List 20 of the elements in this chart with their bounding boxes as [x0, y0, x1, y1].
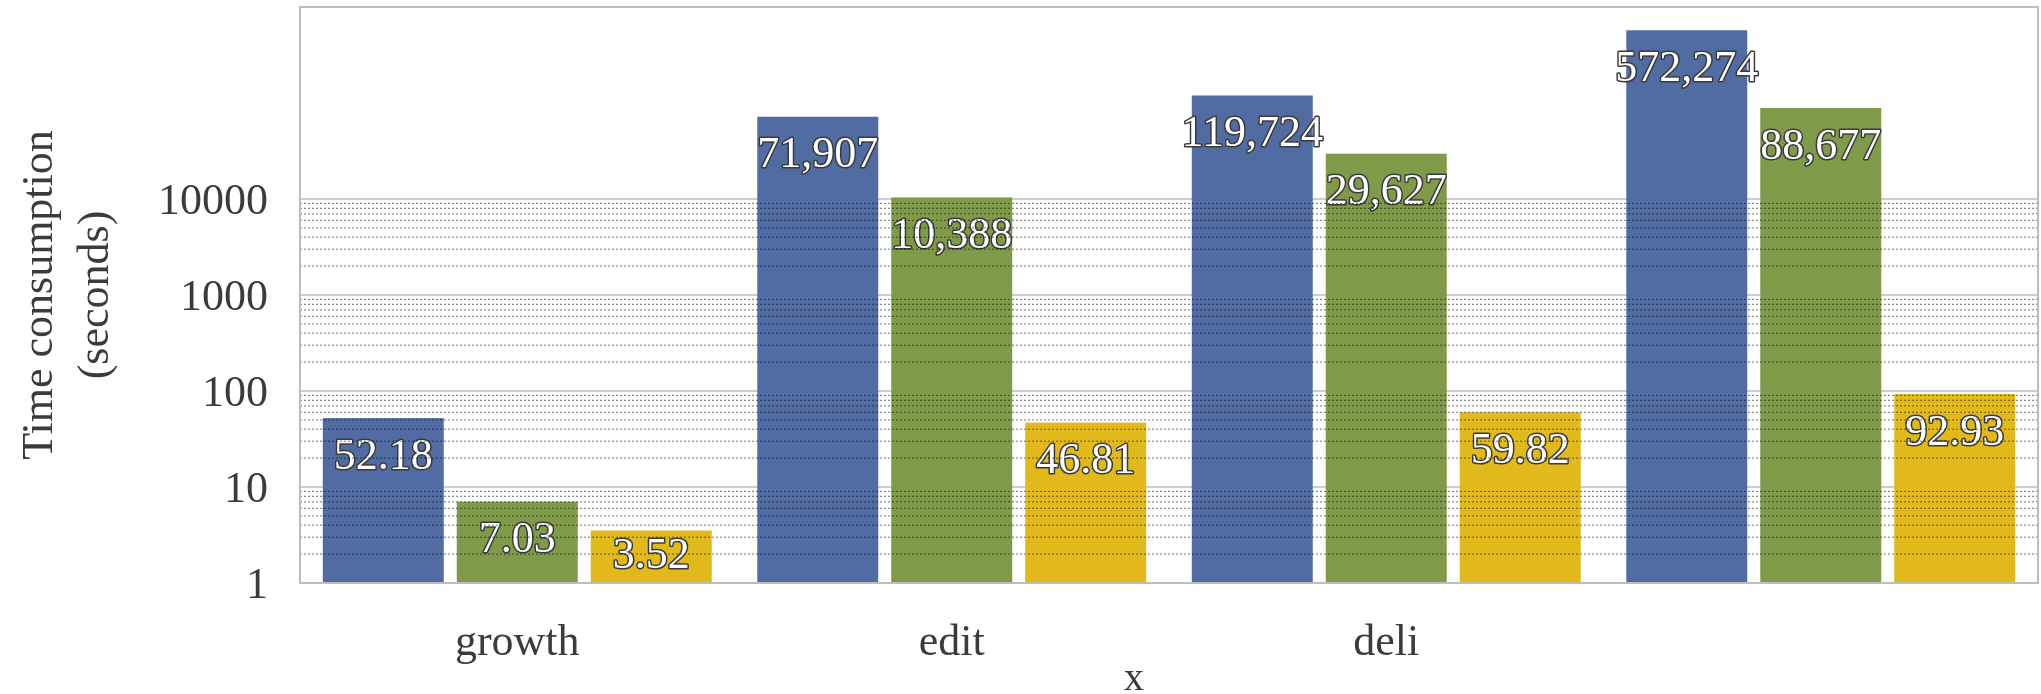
y-axis-title: Time consumption (seconds) [13, 130, 118, 460]
data-label: 10,388 [891, 208, 1013, 258]
data-label: 71,907 [757, 128, 879, 178]
data-label: 46.81 [1036, 434, 1136, 484]
y-tick-label: 100 [202, 366, 268, 416]
data-label: 3.52 [612, 528, 690, 578]
y-tick-label: 10000 [158, 174, 268, 224]
data-label: 7.03 [478, 513, 556, 563]
y-tick-label: 10 [224, 462, 268, 512]
y-tick-label: 1000 [180, 270, 268, 320]
x-axis-title: x [1124, 654, 1144, 694]
x-tick-label: edit [918, 616, 985, 665]
y-tick-label: 1 [246, 558, 268, 608]
x-tick-label: growth [454, 616, 580, 665]
data-label: 88,677 [1760, 119, 1882, 169]
data-label: 59.82 [1470, 423, 1570, 473]
x-tick-label: deli [1353, 616, 1420, 665]
data-label: 92.93 [1905, 405, 2005, 455]
data-label: 29,627 [1325, 165, 1447, 215]
data-label: 52.18 [333, 429, 433, 479]
